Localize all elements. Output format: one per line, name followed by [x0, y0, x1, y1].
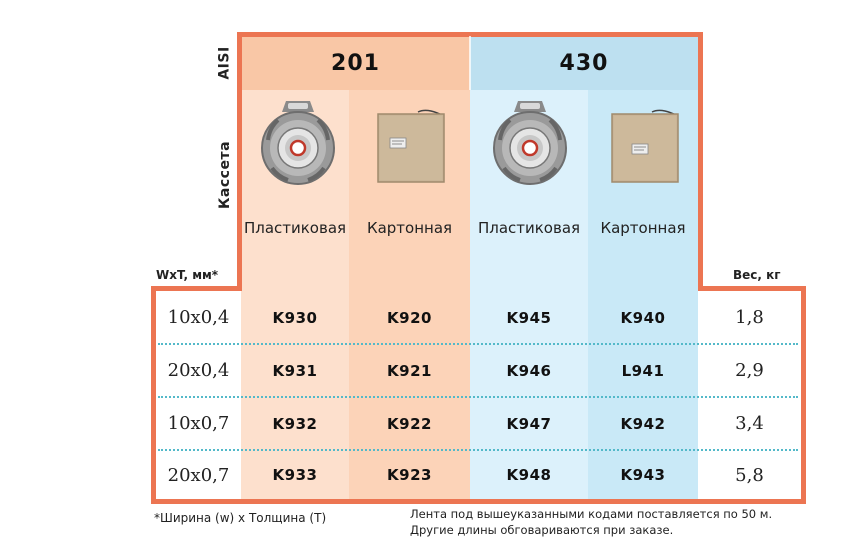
size-cell: 20x0,7 — [167, 464, 230, 486]
code-cell: K940 — [620, 308, 666, 327]
code-cell: K920 — [387, 308, 432, 327]
code-cell: K931 — [272, 361, 318, 380]
code-cell: K948 — [506, 466, 552, 484]
code-cell: K942 — [620, 414, 666, 433]
cassette-type-430-plastic: Пластиковая — [477, 219, 581, 237]
footnote-size: *Ширина (w) x Толщина (T) — [154, 511, 327, 525]
code-cell: L941 — [621, 361, 665, 380]
cassette-type-430-cardboard: Картонная — [600, 219, 686, 237]
code-cell: K947 — [506, 414, 552, 433]
size-cell: 20x0,4 — [167, 360, 230, 381]
cassette-label: Кассета — [217, 140, 234, 210]
code-cell: K930 — [272, 308, 318, 327]
grade-header-201: 201 — [241, 36, 470, 90]
cassette-type-201-cardboard: Картонная — [366, 219, 453, 237]
grade-430-label: 430 — [559, 50, 609, 76]
cardboard-box-icon — [377, 109, 445, 183]
size-cell: 10x0,4 — [167, 307, 230, 328]
code-cell: K933 — [272, 466, 318, 484]
weight-cell: 1,8 — [735, 307, 764, 328]
plastic-cassette-icon — [261, 101, 335, 185]
note-length-line2: Другие длины обговариваются при заказе. — [410, 523, 674, 537]
code-cell: K923 — [387, 466, 432, 484]
size-cell: 10x0,7 — [167, 413, 230, 434]
aisi-label: AISI — [217, 46, 233, 80]
weight-cell: 2,9 — [735, 360, 764, 381]
weight-header: Вес, кг — [733, 268, 781, 282]
code-cell: K932 — [272, 414, 318, 433]
plastic-cassette-icon — [493, 101, 567, 185]
cardboard-box-icon — [611, 109, 679, 183]
code-cell: K943 — [620, 466, 666, 484]
cassette-type-201-plastic: Пластиковая — [243, 219, 347, 237]
note-length-line1: Лента под вышеуказанными кодами поставля… — [410, 507, 773, 521]
row-divider — [158, 343, 798, 345]
code-cell: K946 — [506, 361, 552, 380]
grade-201-label: 201 — [331, 50, 380, 76]
size-header: WxT, мм* — [156, 268, 219, 282]
weight-cell: 3,4 — [735, 413, 764, 434]
code-cell: K945 — [506, 308, 552, 327]
code-cell: K921 — [387, 361, 432, 380]
grade-header-430: 430 — [470, 36, 698, 90]
row-divider — [158, 449, 798, 451]
code-cell: K922 — [387, 414, 432, 433]
weight-cell: 5,8 — [735, 464, 764, 486]
row-divider — [158, 396, 798, 398]
